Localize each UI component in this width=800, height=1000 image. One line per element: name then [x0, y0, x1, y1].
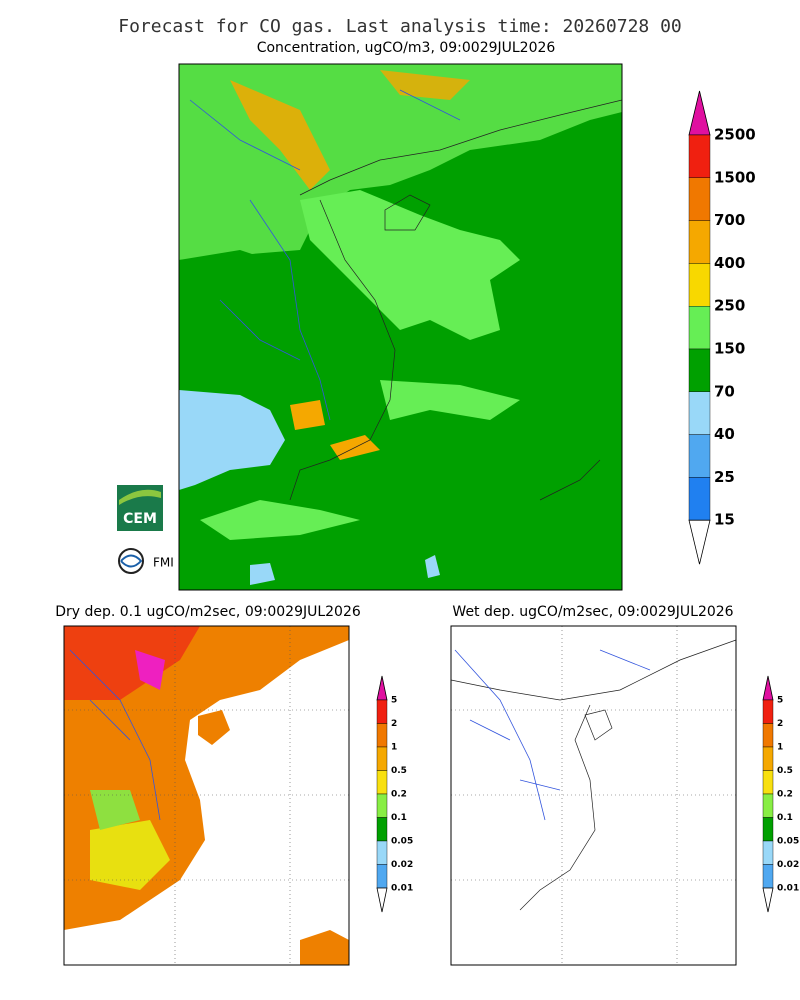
land-low — [90, 820, 170, 890]
logo-cem: CEM — [117, 485, 163, 531]
main-map — [178, 63, 623, 591]
island — [198, 710, 230, 745]
logo-swoosh — [119, 489, 161, 505]
gulf-low — [179, 390, 285, 490]
high-patch — [230, 80, 330, 190]
colorbar-segment — [762, 770, 774, 795]
colorbar-segment — [376, 817, 388, 842]
colorbar-label: 2 — [391, 719, 397, 729]
colorbar-bottom — [376, 887, 388, 913]
colorbar-label: 1 — [391, 743, 397, 753]
colorbar-label: 70 — [714, 382, 735, 400]
colorbar-label: 5 — [777, 696, 783, 706]
colorbar-label: 0.05 — [391, 837, 413, 847]
colorbar-segment — [376, 699, 388, 724]
colorbar-segment — [688, 220, 711, 264]
colorbar-segment — [762, 699, 774, 724]
colorbar-label: 2500 — [714, 126, 756, 144]
colorbar-label: 0.02 — [777, 860, 799, 870]
panel-title: Dry dep. 0.1 ugCO/m2sec, 09:0029JUL2026 — [55, 604, 361, 620]
colorbar-label: 5 — [391, 696, 397, 706]
colorbar-label: 25 — [714, 468, 735, 486]
low-spot — [425, 555, 440, 578]
colorbar-segment — [688, 177, 711, 221]
colorbar-segment — [376, 746, 388, 771]
colorbar-label: 0.5 — [777, 766, 793, 776]
colorbar-top — [376, 675, 388, 701]
colorbar-label: 0.01 — [391, 884, 413, 894]
colorbar-segment — [762, 817, 774, 842]
colorbar-segment — [376, 864, 388, 889]
map-frame — [63, 625, 350, 966]
plume — [380, 380, 520, 420]
map-sea — [451, 626, 736, 965]
colorbar-label: 0.02 — [391, 860, 413, 870]
colorbar: 5 2 1 0.5 0.2 0.1 0.05 0.02 0.01 — [376, 675, 413, 913]
colorbar-label: 0.1 — [391, 813, 407, 823]
colorbar-segment — [376, 793, 388, 818]
logo-wave — [120, 554, 143, 568]
colorbar-label: 150 — [714, 340, 745, 358]
map-frame — [450, 625, 737, 966]
colorbar-segment — [688, 263, 711, 307]
colorbar-segment — [688, 434, 711, 478]
panel-title: Wet dep. ugCO/m2sec, 09:0029JUL2026 — [452, 604, 733, 620]
colorbar-segment — [762, 864, 774, 889]
dry-map — [63, 625, 350, 966]
colorbar: 5 2 1 0.5 0.2 0.1 0.05 0.02 0.01 — [762, 675, 799, 913]
land-dark — [179, 250, 330, 340]
colorbar-label: 0.1 — [777, 813, 793, 823]
land-high — [64, 626, 200, 700]
colorbar-label: 2 — [777, 719, 783, 729]
colorbar-bottom — [688, 519, 711, 565]
land-corner — [300, 930, 349, 965]
colorbar-label: 700 — [714, 211, 745, 229]
land-low — [90, 790, 140, 830]
low-spot — [250, 563, 275, 585]
colorbar-segment — [762, 840, 774, 865]
colorbar-label: 0.5 — [391, 766, 407, 776]
colorbar-segment — [688, 306, 711, 350]
colorbar-segment — [762, 746, 774, 771]
high-patch — [290, 400, 325, 430]
colorbar-segment — [688, 391, 711, 435]
map-frame — [178, 63, 623, 591]
colorbar-label: 15 — [714, 511, 735, 529]
plume — [300, 190, 520, 340]
logo-circle — [118, 548, 144, 574]
colorbar-segment — [376, 770, 388, 795]
colorbar-segment — [376, 840, 388, 865]
logo-fmi: FMI — [118, 548, 174, 574]
colorbar-label: 0.2 — [777, 790, 793, 800]
colorbar-label: 400 — [714, 254, 745, 272]
colorbar-label: 1 — [777, 743, 783, 753]
colorbar-top — [688, 90, 711, 136]
logo-text: FMI — [153, 556, 174, 570]
main-title: Forecast for CO gas. Last analysis time:… — [118, 16, 682, 37]
colorbar-segment — [688, 477, 711, 521]
colorbar-segment — [688, 134, 711, 178]
wet-map — [450, 625, 737, 966]
colorbar-label: 40 — [714, 425, 735, 443]
colorbar-label: 250 — [714, 297, 745, 315]
colorbar: 2500 1500 700 400 250 150 70 40 25 15 — [688, 90, 756, 565]
colorbar-segment — [688, 348, 711, 392]
colorbar-top — [762, 675, 774, 701]
land-peak — [135, 650, 165, 690]
main-subtitle: Concentration, ugCO/m3, 09:0029JUL2026 — [257, 40, 556, 56]
colorbar-label: 0.05 — [777, 837, 799, 847]
colorbar-segment — [762, 793, 774, 818]
plume — [200, 500, 360, 540]
colorbar-label: 0.2 — [391, 790, 407, 800]
colorbar-segment — [762, 723, 774, 748]
high-patch — [380, 70, 470, 100]
colorbar-label: 1500 — [714, 168, 756, 186]
colorbar-segment — [376, 723, 388, 748]
colorbar-label: 0.01 — [777, 884, 799, 894]
logo-text: CEM — [123, 511, 157, 527]
colorbar-bottom — [762, 887, 774, 913]
